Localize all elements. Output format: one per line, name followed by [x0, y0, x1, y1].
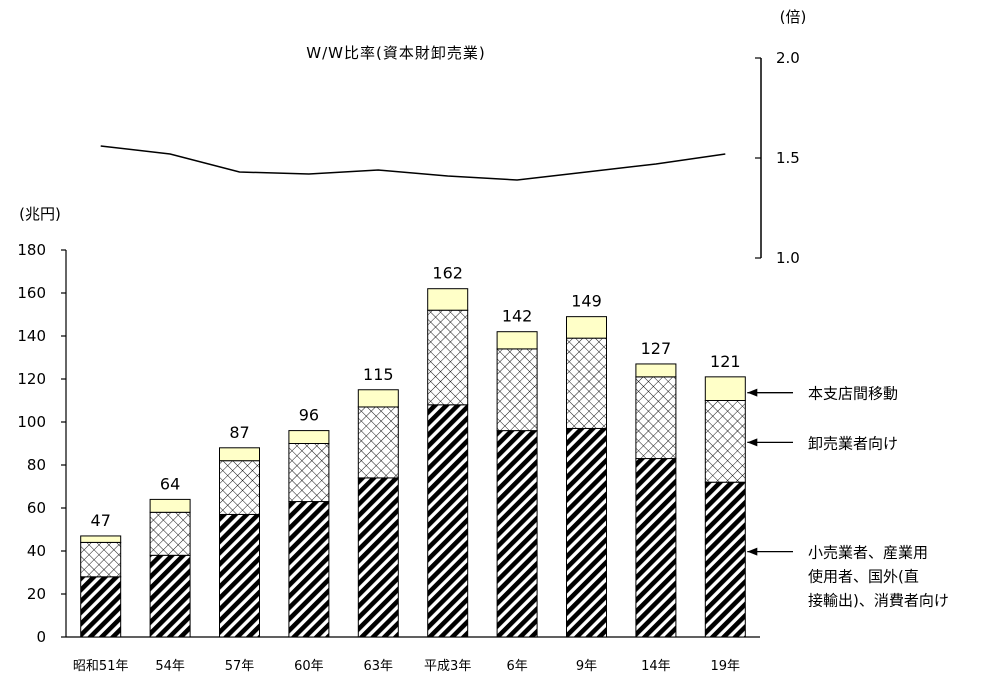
legend-arrow-head [747, 388, 758, 397]
bar-segment-wholesale [357, 406, 399, 479]
bar-y-tick-label: 20 [27, 585, 46, 603]
bar-segment-branch-transfer [704, 376, 746, 402]
bar-y-tick-label: 60 [27, 499, 46, 517]
bar-segment-wholesale [496, 348, 538, 432]
bar-segment-branch-transfer [566, 316, 607, 339]
bar-series: 47 64 87 96 115 162 142 149 127 121 [80, 264, 746, 638]
bar-x-tick-label: 63年 [364, 659, 394, 674]
bar-segment-retail [496, 430, 538, 638]
bar-y-axis-ticks: 0 20 40 60 80 100 120 140 160 180 [17, 241, 66, 646]
bar-x-tick-label: 57年 [225, 659, 255, 674]
bar-segment-wholesale [149, 511, 191, 556]
bar-segment-retail [635, 458, 677, 638]
bar-segment-wholesale [80, 541, 122, 578]
bar-x-axis-labels: 昭和51年 54年 57年 60年 63年 平成3年 6年 9年 14年 19年 [73, 659, 740, 674]
bar-total-label: 142 [502, 307, 533, 326]
legend-label-line: 接輸出)、消費者向け [808, 592, 949, 610]
bar-x-tick-label: 19年 [711, 659, 741, 674]
bar-segment-branch-transfer [496, 331, 538, 350]
ratio-tick-label: 2.0 [776, 49, 800, 67]
ratio-tick-label: 1.0 [776, 249, 800, 267]
ratio-line [100, 145, 726, 181]
bar-segment-branch-transfer [635, 363, 677, 378]
legend-arrow-head [747, 547, 758, 556]
legend-label-line: 小売業者、産業用 [808, 544, 928, 562]
bar-segment-retail [149, 554, 191, 638]
bar-x-tick-label: 60年 [294, 659, 324, 674]
bar-segment-branch-transfer [288, 430, 330, 445]
bar-segment-wholesale [219, 460, 260, 515]
bar-total-label: 121 [710, 352, 741, 371]
bar-y-tick-label: 180 [17, 241, 46, 259]
ratio-chart: W/W比率(資本財卸売業) (倍) 1.0 1.5 2.0 [100, 8, 807, 267]
legend-label-line: 卸売業者向け [808, 434, 898, 452]
bar-segment-wholesale [288, 443, 330, 503]
bar-segment-retail [566, 427, 607, 638]
bar-segment-branch-transfer [149, 498, 191, 513]
bar-total-label: 149 [571, 292, 602, 311]
bar-x-tick-label: 54年 [155, 659, 185, 674]
ratio-axis-unit: (倍) [780, 8, 807, 26]
bar-y-tick-label: 120 [17, 370, 46, 388]
bar-x-tick-label: 昭和51年 [73, 659, 129, 674]
bar-segment-retail [288, 501, 330, 638]
bar-total-label: 115 [363, 365, 394, 384]
bar-segment-retail [219, 513, 260, 638]
bar-x-tick-label: 9年 [576, 659, 597, 674]
bar-y-tick-label: 100 [17, 413, 46, 431]
bar-segment-wholesale [704, 400, 746, 483]
ratio-tick-label: 1.5 [776, 149, 800, 167]
bar-axis-unit: (兆円) [19, 205, 61, 223]
bar-segment-branch-transfer [219, 447, 260, 462]
bar-segment-retail [427, 404, 469, 638]
bar-chart: (兆円) 0 20 40 60 80 100 120 140 160 180 47 64 87 96 11… [17, 205, 949, 674]
bar-segment-branch-transfer [80, 535, 122, 543]
bar-total-label: 162 [432, 264, 463, 283]
bar-y-tick-label: 0 [36, 628, 46, 646]
bar-x-tick-label: 平成3年 [424, 659, 471, 674]
bar-x-tick-label: 6年 [506, 659, 527, 674]
bar-total-label: 87 [229, 423, 249, 442]
bar-segment-branch-transfer [427, 288, 469, 311]
bar-total-label: 64 [160, 474, 180, 493]
bar-segment-retail [704, 481, 746, 638]
bar-segment-wholesale [566, 337, 607, 429]
bar-segment-wholesale [635, 376, 677, 460]
bar-total-label: 47 [91, 511, 111, 530]
legend-label-line: 使用者、国外(直 [808, 568, 919, 586]
bar-total-label: 127 [641, 339, 672, 358]
bar-segment-wholesale [427, 309, 469, 406]
legend-label-line: 本支店間移動 [808, 385, 898, 403]
bar-y-tick-label: 40 [27, 542, 46, 560]
ratio-chart-title: W/W比率(資本財卸売業) [306, 44, 485, 62]
bar-segment-branch-transfer [357, 389, 399, 408]
bar-segment-retail [80, 576, 122, 638]
bar-x-tick-label: 14年 [641, 659, 671, 674]
bar-y-tick-label: 160 [17, 284, 46, 302]
legend-arrow-head [747, 438, 758, 447]
bar-segment-retail [357, 477, 399, 638]
bar-total-label: 96 [299, 406, 319, 425]
bar-y-tick-label: 140 [17, 327, 46, 345]
bar-y-tick-label: 80 [27, 456, 46, 474]
ratio-axis-ticks: 1.0 1.5 2.0 [755, 49, 800, 267]
